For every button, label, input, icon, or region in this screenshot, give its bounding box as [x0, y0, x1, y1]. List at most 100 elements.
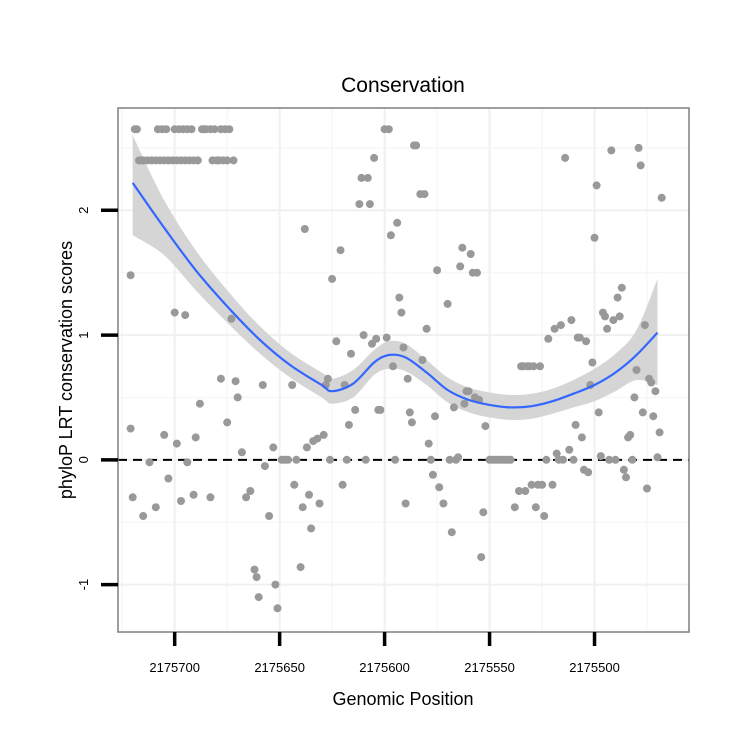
- confidence-band-area: [132, 135, 658, 420]
- data-point: [544, 334, 553, 343]
- x-axis-title: Genomic Position: [332, 689, 473, 709]
- data-point: [397, 308, 406, 317]
- data-point: [361, 455, 370, 464]
- data-point: [582, 337, 591, 346]
- data-point: [336, 246, 345, 255]
- data-point: [181, 311, 190, 320]
- data-point: [605, 455, 614, 464]
- data-point: [233, 393, 242, 402]
- panel-border: [117, 107, 690, 633]
- data-point: [307, 524, 316, 533]
- data-point: [305, 490, 313, 499]
- data-point: [405, 408, 414, 417]
- y-axis: -1 0 1 2: [76, 207, 118, 590]
- data-point: [479, 508, 488, 517]
- data-point: [449, 403, 458, 412]
- data-point: [592, 181, 601, 190]
- data-point: [575, 333, 584, 342]
- data-point: [323, 374, 332, 383]
- data-point: [288, 381, 297, 389]
- data-point: [172, 439, 181, 448]
- data-point: [615, 312, 624, 321]
- data-point: [617, 283, 626, 292]
- data-point: [273, 604, 282, 613]
- data-point: [640, 321, 649, 330]
- data-point: [561, 153, 570, 162]
- data-point: [393, 218, 402, 227]
- data-point: [418, 356, 427, 364]
- data-point: [552, 449, 561, 458]
- data-point: [193, 156, 202, 165]
- data-point: [628, 455, 637, 464]
- data-point: [515, 487, 523, 495]
- data-point: [636, 161, 645, 170]
- data-point: [389, 362, 397, 371]
- data-point: [435, 483, 444, 492]
- data-point: [577, 433, 586, 442]
- data-point: [420, 190, 429, 199]
- data-point: [359, 331, 368, 340]
- data-point: [258, 381, 267, 389]
- x-tick-label: 2175600: [359, 660, 410, 675]
- data-point: [538, 480, 547, 489]
- data-point: [407, 418, 416, 427]
- data-point: [344, 420, 353, 429]
- data-point: [571, 420, 580, 429]
- data-point: [626, 430, 635, 439]
- data-point: [567, 316, 576, 325]
- data-point: [347, 349, 355, 358]
- data-point: [422, 324, 431, 333]
- data-point: [296, 563, 305, 572]
- data-point: [443, 299, 452, 308]
- data-point: [651, 387, 660, 396]
- data-point: [250, 565, 259, 574]
- data-point: [403, 374, 412, 383]
- data-point: [170, 308, 179, 317]
- data-point: [601, 312, 609, 321]
- data-point: [609, 316, 618, 325]
- smooth-line: [131, 182, 659, 409]
- data-point: [177, 497, 185, 505]
- data-point: [252, 573, 261, 582]
- data-point: [372, 334, 381, 343]
- data-point: [231, 377, 240, 386]
- data-point: [634, 143, 643, 152]
- data-point: [292, 455, 301, 464]
- data-point: [619, 465, 628, 474]
- data-point: [164, 474, 173, 483]
- data-point: [357, 173, 366, 182]
- smooth-curve: [131, 182, 659, 409]
- data-point: [382, 333, 391, 342]
- data-point: [187, 125, 196, 134]
- data-point: [126, 424, 135, 433]
- data-point: [376, 405, 385, 414]
- data-point: [540, 512, 549, 520]
- data-point: [607, 146, 616, 155]
- data-point: [622, 473, 630, 482]
- data-point: [216, 374, 225, 383]
- data-point: [363, 173, 372, 182]
- data-point: [613, 293, 622, 302]
- data-point: [290, 480, 299, 489]
- data-point: [458, 243, 467, 252]
- data-point: [630, 393, 639, 402]
- x-tick-label: 2175700: [149, 660, 200, 675]
- data-point: [395, 293, 404, 302]
- data-point: [428, 470, 437, 479]
- x-tick-label: 2175500: [569, 660, 620, 675]
- data-point: [342, 455, 351, 464]
- data-point: [237, 448, 246, 457]
- data-point: [556, 321, 565, 330]
- data-point: [594, 408, 603, 417]
- data-point: [481, 422, 490, 431]
- data-points: [126, 125, 666, 613]
- data-point: [401, 499, 410, 508]
- y-tick-label: 0: [76, 456, 91, 463]
- data-point: [584, 468, 593, 477]
- data-point: [319, 430, 328, 439]
- x-tick-label: 2175650: [254, 660, 305, 675]
- data-point: [189, 490, 198, 499]
- data-point: [590, 233, 599, 242]
- data-point: [160, 430, 169, 439]
- data-point: [269, 443, 278, 452]
